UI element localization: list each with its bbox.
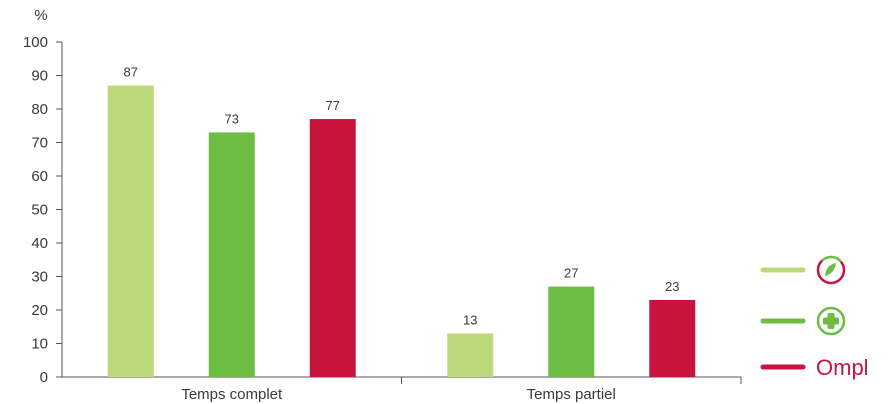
bar (208, 132, 255, 377)
bar-value-label: 73 (225, 111, 239, 126)
x-category-label: Temps partiel (527, 386, 616, 403)
bar (309, 119, 356, 378)
legend: Ompl (760, 255, 869, 380)
leaf-circle-icon (816, 255, 846, 285)
bar-value-label: 23 (665, 279, 679, 294)
bar-value-label: 13 (463, 312, 477, 327)
bar (649, 299, 696, 377)
y-tick-label: 30 (31, 269, 48, 286)
bar (107, 85, 154, 378)
x-axis-labels: Temps complet Temps partiel (181, 377, 742, 403)
legend-item (760, 306, 846, 336)
y-tick-label: 50 (31, 202, 48, 219)
y-tick-label: 0 (40, 369, 48, 386)
y-axis-unit: % (34, 7, 47, 24)
y-tick-label: 40 (31, 235, 48, 252)
y-tick-label: 20 (31, 302, 48, 319)
y-tick-label: 90 (31, 68, 48, 85)
y-tick-label: 100 (23, 34, 48, 51)
x-category-label: Temps complet (181, 386, 283, 403)
ompl-logo: Ompl (816, 355, 869, 380)
y-tick-label: 10 (31, 336, 48, 353)
bar-value-label: 77 (326, 98, 340, 113)
bar-value-label: 87 (124, 65, 138, 80)
y-tick-label: 80 (31, 101, 48, 118)
bar-value-label: 27 (564, 266, 578, 281)
y-tick-label: 60 (31, 168, 48, 185)
bar (548, 286, 595, 377)
legend-item: Ompl (760, 355, 869, 380)
y-axis-ticks: 0 10 20 30 40 50 60 70 80 90 100 (23, 34, 62, 386)
legend-item (760, 255, 846, 285)
bars-group: 87 73 77 13 27 23 (107, 65, 696, 378)
plus-circle-icon (816, 306, 846, 336)
y-tick-label: 70 (31, 135, 48, 152)
bar (447, 333, 494, 377)
